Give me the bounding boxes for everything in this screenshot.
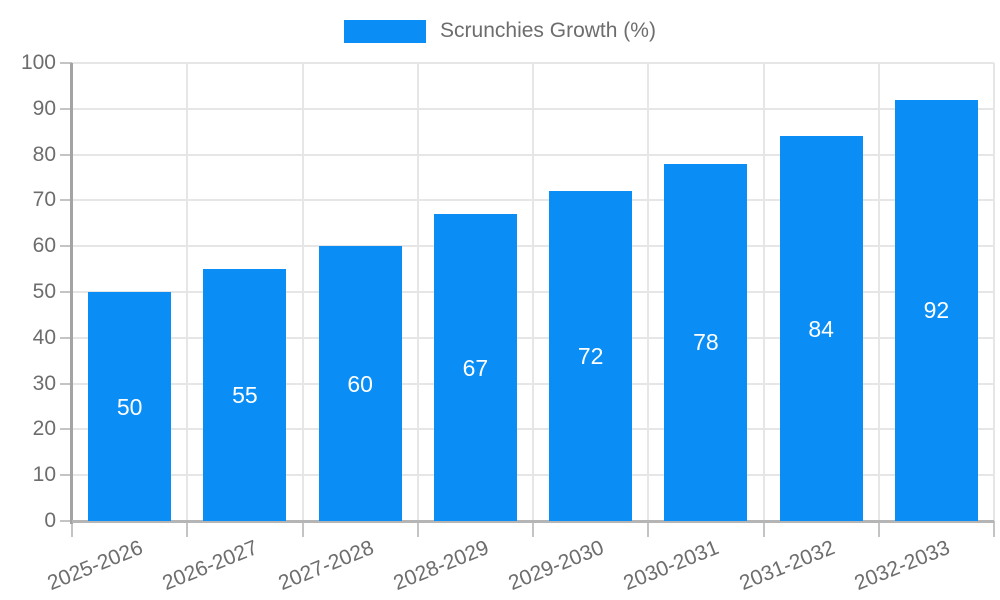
legend-item-scrunchies-growth[interactable]: Scrunchies Growth (%): [344, 19, 656, 43]
gridline-vertical: [647, 63, 650, 521]
x-tick-label: 2032-2033: [851, 536, 953, 595]
y-tick-label: 70: [32, 188, 56, 212]
x-axis-tick: [877, 521, 880, 537]
bar-value-label: 92: [923, 297, 950, 324]
gridline-vertical: [993, 63, 995, 521]
chart-legend: Scrunchies Growth (%): [0, 19, 1000, 43]
y-axis-tick: [60, 107, 72, 110]
gridline-vertical: [416, 63, 419, 521]
x-tick-label: 2030-2031: [620, 536, 723, 595]
bar-2025-2026[interactable]: [88, 292, 172, 521]
x-axis-tick: [647, 521, 650, 537]
y-tick-label: 10: [32, 463, 56, 487]
y-tick-label: 0: [44, 509, 56, 532]
bar-value-label: 72: [577, 343, 604, 370]
y-tick-label: 60: [32, 234, 56, 258]
y-tick-label: 40: [32, 325, 56, 349]
x-tick-label: 2025-2026: [44, 536, 147, 595]
y-axis-tick: [60, 245, 72, 248]
y-axis-tick: [60, 382, 72, 385]
x-axis-tick: [993, 521, 995, 537]
bar-2028-2029[interactable]: [433, 214, 517, 521]
bar-value-label: 84: [808, 315, 834, 342]
gridline-vertical: [762, 63, 765, 521]
y-axis-tick: [60, 336, 72, 339]
bar-2027-2028[interactable]: [318, 246, 402, 521]
x-tick-label: 2031-2032: [736, 536, 838, 595]
bar-2026-2027[interactable]: [203, 269, 287, 521]
bar-value-label: 67: [462, 354, 489, 381]
y-tick-label: 30: [32, 371, 56, 395]
bar-value-label: 55: [232, 382, 258, 409]
y-tick-label: 80: [32, 142, 56, 166]
y-axis-tick: [60, 199, 72, 202]
gridline-vertical: [877, 63, 880, 521]
x-axis-tick: [71, 521, 73, 537]
bar-value-label: 60: [347, 370, 373, 397]
legend-label: Scrunchies Growth (%): [440, 19, 656, 42]
x-tick-label: 2027-2028: [275, 536, 377, 595]
x-axis-tick: [186, 521, 189, 537]
x-axis-tick: [416, 521, 419, 537]
y-axis-tick: [60, 474, 72, 477]
y-axis-tick: [60, 291, 72, 293]
x-axis-line: [72, 520, 994, 523]
y-axis-line: [70, 63, 73, 524]
bar-2031-2032[interactable]: [779, 136, 863, 521]
bar-2032-2033[interactable]: [894, 99, 978, 521]
x-axis-tick: [762, 521, 765, 537]
y-axis-tick: [60, 428, 72, 431]
bar-value-label: 50: [116, 393, 143, 420]
x-axis-tick: [532, 521, 534, 537]
y-axis-tick: [60, 153, 72, 156]
x-tick-label: 2028-2029: [390, 536, 492, 595]
bar-2029-2030[interactable]: [549, 191, 633, 521]
x-axis-tick: [301, 521, 304, 537]
gridline-vertical: [301, 63, 304, 521]
y-axis-tick: [60, 62, 72, 64]
y-tick-label: 20: [32, 417, 56, 441]
y-axis-tick: [60, 520, 72, 522]
gridline-vertical: [186, 63, 189, 521]
y-tick-label: 100: [20, 51, 56, 74]
gridline-vertical: [532, 63, 534, 521]
x-tick-label: 2029-2030: [505, 536, 608, 595]
y-tick-label: 50: [32, 280, 56, 303]
bar-2030-2031[interactable]: [664, 163, 748, 521]
bar-value-label: 78: [693, 329, 719, 356]
x-tick-label: 2026-2027: [159, 536, 262, 595]
legend-swatch-icon: [344, 19, 427, 43]
y-tick-label: 90: [32, 96, 56, 120]
